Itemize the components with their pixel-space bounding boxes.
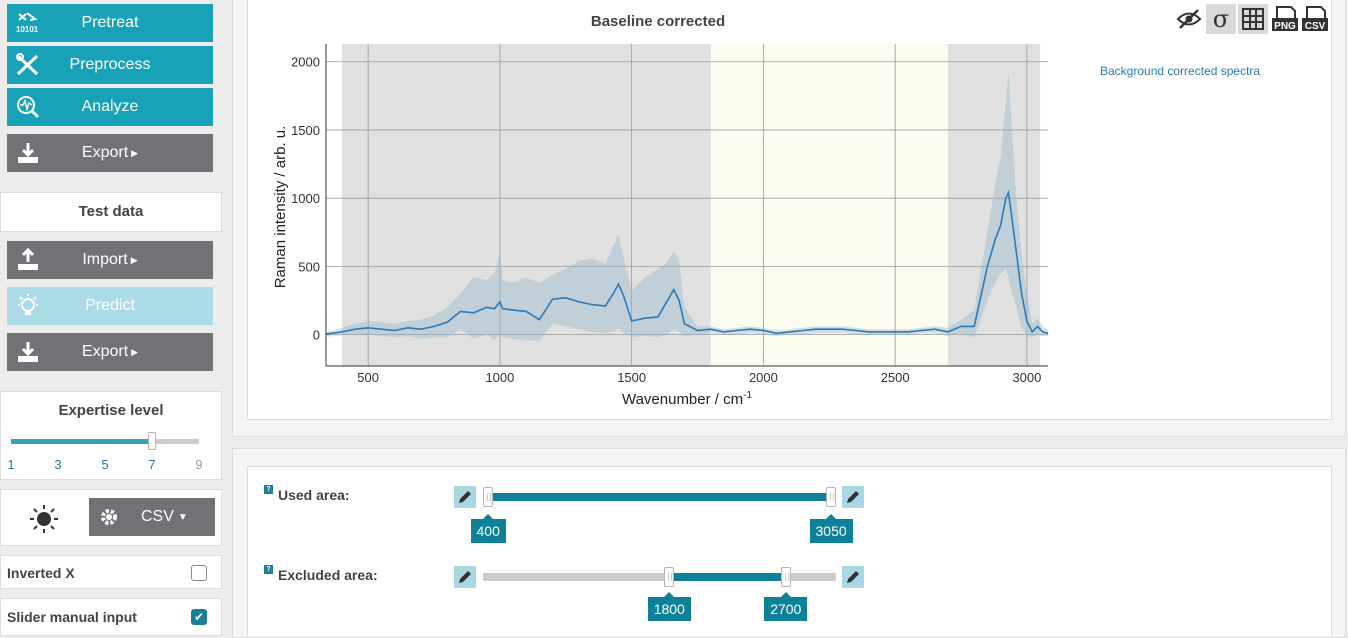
upload-icon	[18, 247, 38, 270]
inverted-x-checkbox[interactable]	[191, 565, 207, 581]
expertise-title: Expertise level	[58, 402, 164, 419]
option-slider-manual-input: Slider manual input ✔	[0, 598, 222, 636]
slider-manual-input-checkbox[interactable]: ✔	[191, 609, 207, 625]
pretreat-button[interactable]: 10101 Pretreat	[7, 4, 213, 42]
x-tick-label: 1000	[485, 370, 514, 385]
analyze-icon	[17, 96, 40, 119]
pretreat-label: Pretreat	[81, 14, 139, 31]
sigma-icon[interactable]: σ	[1206, 4, 1236, 34]
excluded-area-edit-high-icon[interactable]	[842, 566, 864, 588]
included-region	[710, 44, 948, 366]
expertise-fill	[11, 439, 152, 444]
slider-manual-input-label: Slider manual input	[7, 609, 137, 625]
test-data-title: Test data	[78, 203, 144, 220]
grid-icon[interactable]	[1238, 4, 1268, 34]
x-tick-label: 500	[357, 370, 379, 385]
excluded-area-high-value: 2700	[764, 592, 808, 621]
std-band	[326, 72, 1048, 342]
export-label: Export	[81, 144, 129, 161]
lightbulb-icon	[18, 294, 38, 315]
expertise-tick-7: 7	[148, 457, 156, 472]
x-axis-label: Wavenumber / cm-1	[622, 390, 752, 408]
hide-icon[interactable]	[1174, 4, 1204, 34]
used-area-low-value: 400	[470, 514, 506, 543]
expertise-tick-3: 3	[54, 457, 62, 472]
gear-icon	[101, 509, 117, 525]
excluded-area-high-handle[interactable]	[780, 567, 791, 587]
legend-label[interactable]: Background corrected spectra	[1100, 64, 1261, 78]
sidebar: 10101 Pretreat Preprocess Analyze Export…	[0, 0, 226, 636]
option-inverted-x: Inverted X	[0, 555, 222, 589]
y-tick-label: 1500	[291, 123, 320, 138]
caret-right-icon: ▶	[131, 147, 139, 158]
format-label: CSV	[141, 508, 174, 525]
area-controls-card: ? Used area: 400 3050 ? Excluded area: 1…	[247, 466, 1332, 636]
expertise-tick-5: 5	[101, 457, 109, 472]
excluded-region-0	[341, 44, 711, 366]
export-test-label: Export	[81, 343, 129, 360]
y-tick-label: 2000	[291, 55, 320, 70]
theme-format-panel: CSV ▼	[0, 489, 222, 546]
tools-icon	[16, 53, 39, 76]
format-dropdown[interactable]: CSV ▼	[89, 498, 215, 536]
excluded-area-help-icon[interactable]: ?	[264, 565, 273, 574]
used-area-low-handle[interactable]	[483, 487, 493, 507]
caret-right-icon: ▶	[130, 254, 138, 265]
y-tick-label: 0	[313, 328, 320, 343]
import-button[interactable]: Import ▶	[7, 241, 213, 279]
import-label: Import	[82, 251, 128, 268]
x-tick-label: 1500	[617, 370, 646, 385]
plot-card: σ PNG CSV Background corrected spectra B…	[247, 0, 1332, 420]
csv-download-icon[interactable]: CSV	[1300, 4, 1330, 34]
expertise-tick-1: 1	[7, 457, 15, 472]
svg-text:PNG: PNG	[1274, 21, 1296, 32]
excluded-area-low-value: 1800	[647, 592, 691, 621]
used-area-fill	[488, 493, 831, 501]
used-area-edit-low-icon[interactable]	[454, 486, 476, 508]
excluded-area-low-handle[interactable]	[664, 567, 675, 587]
sun-icon[interactable]	[29, 504, 59, 534]
spectrum-chart: Baseline corrected 500 1000 1500 2000 2500 30…	[272, 13, 1049, 408]
analyze-button[interactable]: Analyze	[7, 88, 213, 126]
used-area-high-handle[interactable]	[826, 487, 836, 507]
binary-icon: 10101	[16, 12, 39, 34]
used-area-edit-high-icon[interactable]	[842, 486, 864, 508]
x-axis-label-superscript: -1	[743, 390, 752, 401]
x-tick-label: 2500	[881, 370, 910, 385]
spectrum-line	[325, 189, 1049, 335]
predict-button[interactable]: Predict	[7, 287, 213, 325]
x-tick-label: 2000	[749, 370, 778, 385]
export-button[interactable]: Export ▶	[7, 134, 213, 172]
excluded-area-label: Excluded area:	[278, 567, 378, 583]
inverted-x-label: Inverted X	[7, 565, 75, 581]
y-tick-label: 1000	[291, 191, 320, 206]
excluded-area-track[interactable]	[483, 573, 836, 581]
preprocess-label: Preprocess	[69, 56, 151, 73]
used-area-high-value: 3050	[809, 514, 853, 543]
export-test-button[interactable]: Export ▶	[7, 333, 213, 371]
x-tick-label: 3000	[1012, 370, 1041, 385]
used-area-help-icon[interactable]: ?	[264, 485, 273, 494]
download-icon	[18, 143, 38, 163]
expertise-handle[interactable]	[148, 432, 156, 450]
predict-label: Predict	[85, 297, 135, 314]
y-axis-label: Raman intensity / arb. u.	[272, 126, 289, 289]
analyze-label: Analyze	[81, 98, 139, 115]
expertise-panel: Expertise level 1 3 5 7 9	[0, 391, 222, 480]
excluded-area-edit-low-icon[interactable]	[454, 566, 476, 588]
png-download-icon[interactable]: PNG	[1270, 4, 1300, 34]
used-area-label: Used area:	[278, 487, 350, 503]
test-data-panel: Test data	[0, 192, 222, 232]
expertise-tick-9: 9	[195, 457, 203, 472]
svg-text:10101: 10101	[16, 25, 39, 34]
preprocess-button[interactable]: Preprocess	[7, 46, 213, 84]
download-icon	[18, 342, 38, 362]
y-tick-label: 500	[298, 259, 320, 274]
chart-title: Baseline corrected	[591, 13, 725, 30]
caret-down-icon: ▼	[177, 511, 188, 523]
caret-right-icon: ▶	[131, 346, 139, 357]
svg-text:CSV: CSV	[1305, 21, 1326, 32]
excluded-area-fill	[669, 573, 786, 581]
